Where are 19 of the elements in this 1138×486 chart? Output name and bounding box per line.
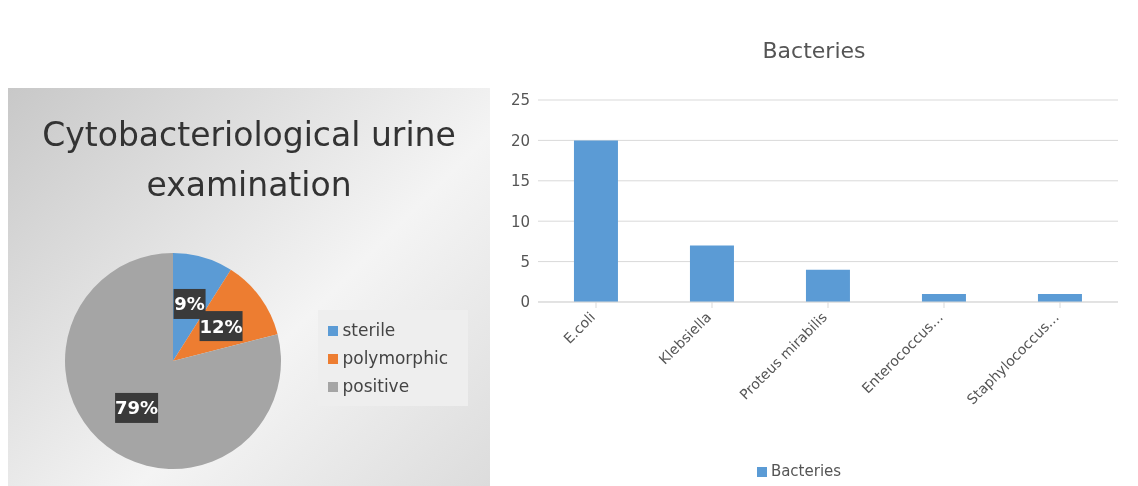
legend-label: positive [342, 376, 410, 396]
y-tick-label: 0 [520, 293, 530, 312]
y-tick-label: 25 [510, 91, 530, 110]
pie-slice [65, 253, 281, 469]
data-label: 12% [199, 315, 243, 337]
data-label: 9% [174, 293, 205, 315]
bar [573, 140, 618, 302]
legend-label: Bacteries [770, 462, 842, 480]
y-tick-label: 20 [510, 131, 530, 150]
data-label: 79% [115, 397, 159, 419]
legend-label: sterile [342, 320, 396, 340]
bar [689, 245, 734, 302]
chart-title: Bacteries [761, 38, 867, 63]
y-tick-label: 15 [510, 172, 530, 191]
chart-title: Cytobacteriological urine examination [41, 114, 457, 206]
bar [805, 269, 850, 302]
y-tick-label: 5 [520, 252, 530, 271]
legend-label: polymorphic [342, 348, 448, 368]
y-tick-label: 10 [510, 212, 530, 231]
